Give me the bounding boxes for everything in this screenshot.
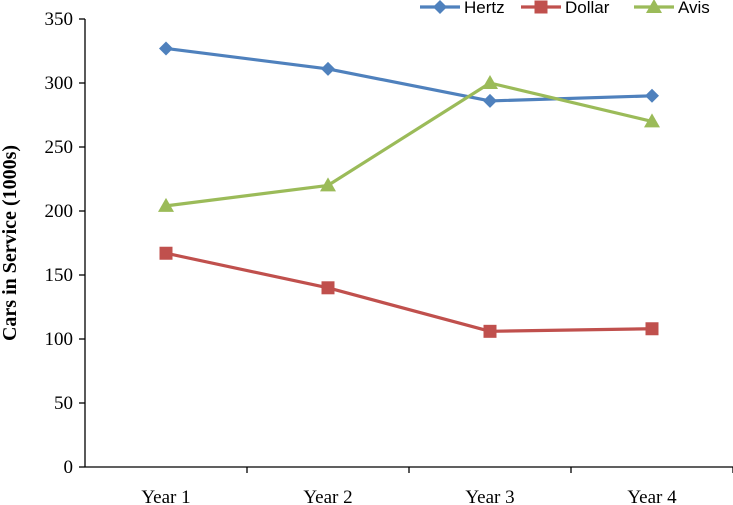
data-point-dollar bbox=[321, 281, 335, 295]
chart-axes: 0 50 100 150 200 250 300 350 Year 1 Year 2 Year 3 Y… bbox=[45, 9, 733, 505]
legend-item-dollar: Dollar bbox=[521, 0, 610, 17]
data-point-dollar bbox=[159, 246, 173, 260]
legend-marker-avis bbox=[646, 0, 662, 13]
y-axis-title-group: Cars in Service (1000s) bbox=[0, 145, 21, 341]
y-tick-label: 150 bbox=[45, 265, 74, 286]
x-tick-label: Year 3 bbox=[465, 487, 514, 505]
legend: Hertz Dollar Avis bbox=[420, 0, 710, 17]
y-tick-label: 200 bbox=[45, 201, 74, 222]
y-axis-title: Cars in Service (1000s) bbox=[0, 145, 21, 341]
data-point-hertz bbox=[321, 61, 335, 76]
y-tick-label: 0 bbox=[64, 457, 74, 478]
legend-label-hertz: Hertz bbox=[464, 0, 505, 17]
data-point-dollar bbox=[645, 322, 659, 336]
y-tick-label: 300 bbox=[45, 73, 74, 94]
x-tick-label: Year 2 bbox=[303, 487, 352, 505]
data-point-hertz bbox=[483, 93, 497, 108]
legend-label-dollar: Dollar bbox=[565, 0, 610, 17]
data-point-hertz bbox=[159, 41, 173, 56]
legend-label-avis: Avis bbox=[678, 0, 710, 17]
legend-marker-dollar bbox=[534, 0, 548, 14]
data-point-avis bbox=[482, 75, 498, 89]
legend-item-avis: Avis bbox=[634, 0, 710, 17]
series-line-dollar bbox=[165, 251, 653, 333]
legend-item-hertz: Hertz bbox=[420, 0, 505, 17]
y-tick-label: 250 bbox=[45, 137, 74, 158]
data-point-avis bbox=[320, 177, 336, 192]
series-avis bbox=[158, 75, 660, 212]
data-point-avis bbox=[644, 113, 660, 128]
series-hertz bbox=[159, 41, 659, 108]
series-line-avis bbox=[165, 81, 653, 208]
legend-marker-hertz bbox=[433, 0, 447, 14]
x-tick-label: Year 1 bbox=[141, 487, 190, 505]
data-point-avis bbox=[158, 197, 174, 212]
data-point-hertz bbox=[645, 88, 659, 103]
series-line-hertz bbox=[165, 46, 653, 103]
data-point-dollar bbox=[483, 324, 497, 338]
series-dollar bbox=[159, 246, 659, 338]
y-tick-label: 100 bbox=[45, 329, 74, 350]
y-tick-label: 350 bbox=[45, 9, 74, 30]
x-tick-label: Year 4 bbox=[627, 487, 677, 505]
series-layer bbox=[158, 41, 660, 338]
y-tick-label: 50 bbox=[54, 393, 73, 414]
